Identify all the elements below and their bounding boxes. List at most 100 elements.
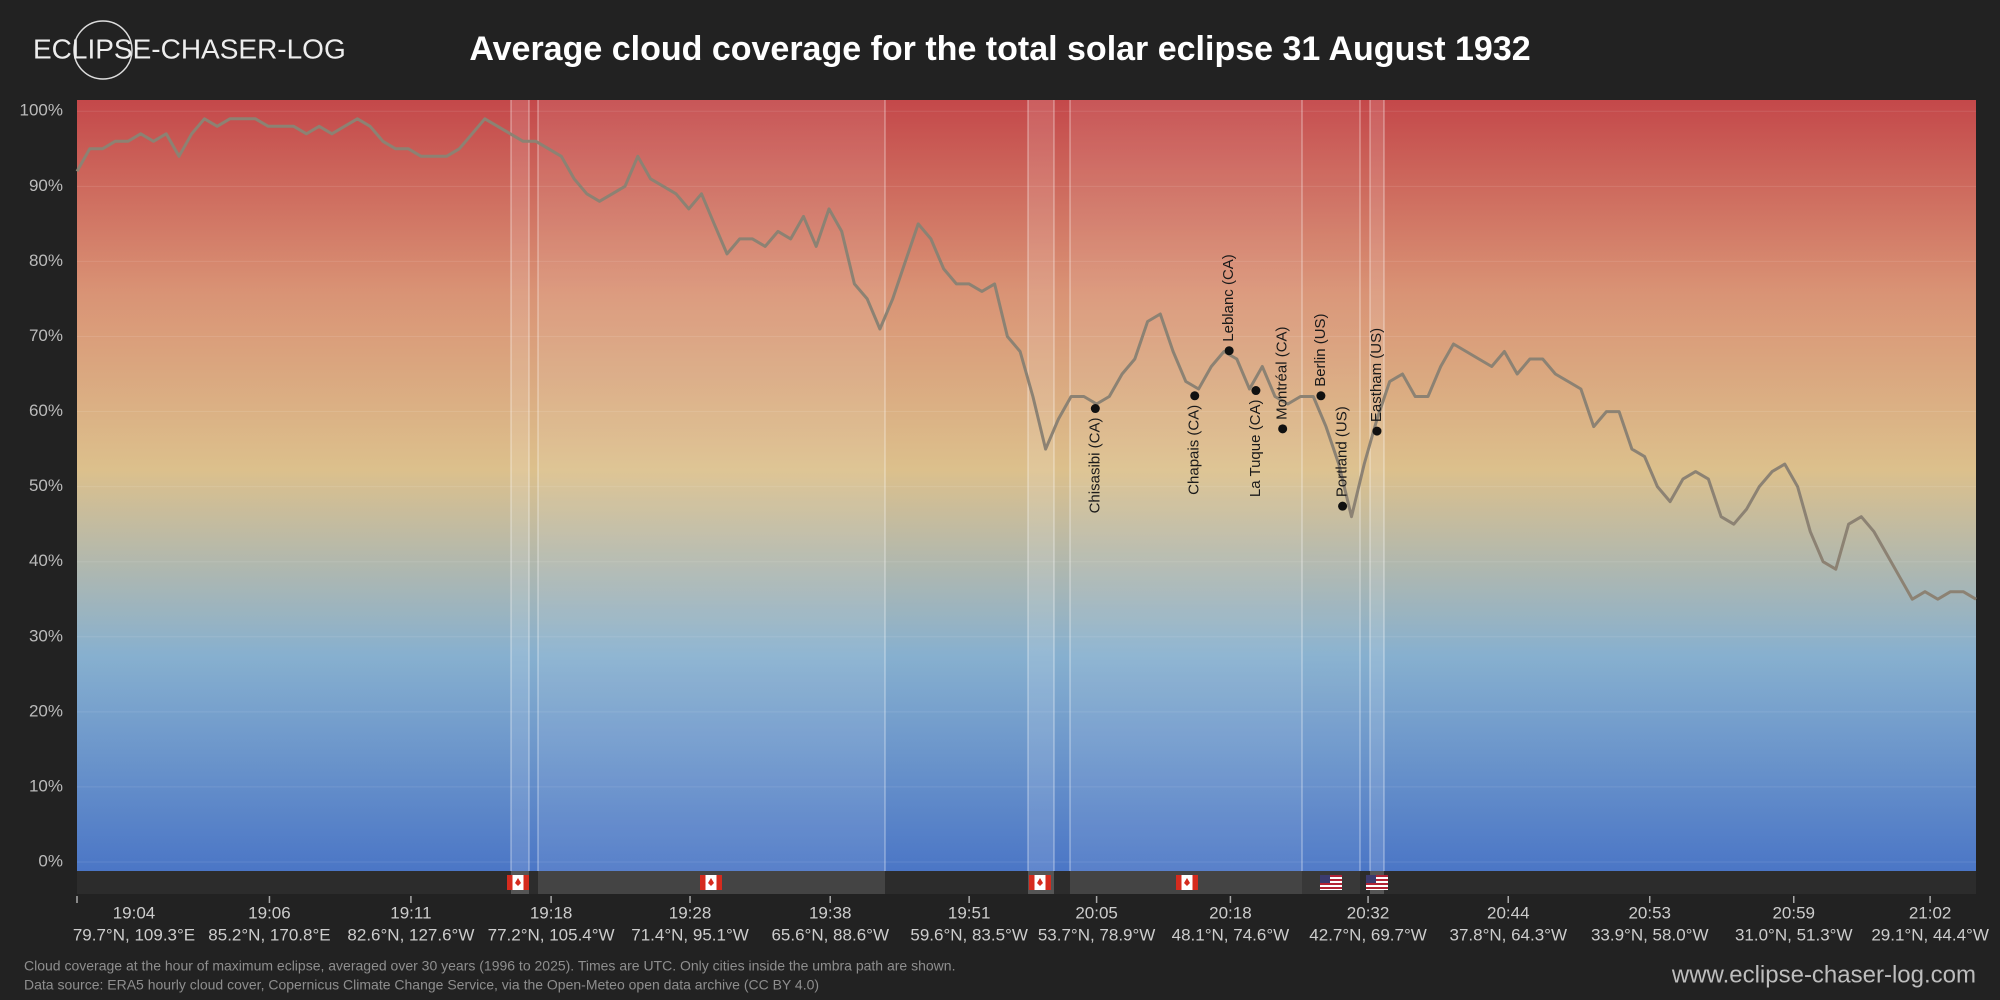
logo-ring [73,20,133,80]
site-url: www.eclipse-chaser-log.com [1671,961,1976,988]
x-tick-sublabel: 31.0°N, 51.3°W [1735,925,1853,944]
x-tick-label: 19:51 [948,903,991,922]
city-point [1372,426,1382,436]
flag [507,875,529,890]
band [511,100,529,871]
x-tick-sublabel: 37.8°N, 64.3°W [1449,925,1567,944]
y-tick-label: 10% [29,776,63,795]
flag-canton [1366,875,1376,883]
x-tick-sublabel: 77.2°N, 105.4°W [488,925,615,944]
plot-background [77,100,1976,871]
flag [1176,875,1198,890]
x-tick-label: 20:05 [1075,903,1118,922]
x-tick-sublabel: 29.1°N, 44.4°W [1871,925,1989,944]
flag-bar [507,875,513,890]
x-tick-sublabel: 59.6°N, 83.5°W [910,925,1028,944]
flag-stripe [1366,879,1388,881]
logo: ECLIPSE-CHASER-LOG [33,20,346,80]
country-strip [77,871,1976,894]
city-label: La Tuque (CA) [1247,400,1264,498]
x-tick-label: 20:32 [1347,903,1390,922]
flag-bar [1029,875,1035,890]
flag-stripe [1366,875,1388,877]
x-tick-sublabel: 42.7°N, 69.7°W [1309,925,1427,944]
footnote: Data source: ERA5 hourly cloud cover, Co… [24,977,819,993]
footnote: Cloud coverage at the hour of maximum ec… [24,958,955,974]
flag-bar [1176,875,1182,890]
flag-leaf [1184,878,1190,886]
country-bands [510,100,1385,894]
x-tick-label: 21:02 [1909,903,1952,922]
cloud-line [75,117,1977,601]
flag-stripe [1320,875,1342,877]
x-tick-sublabel: 79.7°N, 109.3°E [73,925,195,944]
flag-stripe [1320,883,1342,885]
flag-leaf [708,878,714,886]
x-tick-label: 20:59 [1772,903,1815,922]
city-point [1190,391,1200,401]
flag-stripe [1320,887,1342,889]
city-point [1338,501,1348,511]
y-tick-label: 80% [29,251,63,270]
city-label: Portland (US) [1334,406,1351,497]
band [1302,100,1360,871]
flag-bar [523,875,529,890]
flag-leaf [1037,878,1043,886]
flag [700,875,722,890]
x-tick-sublabel: 53.7°N, 78.9°W [1038,925,1156,944]
x-tick-sublabel: 48.1°N, 74.6°W [1172,925,1290,944]
y-tick-label: 30% [29,626,63,645]
band [1028,100,1054,871]
city-point [1224,346,1234,356]
city-point [1316,391,1326,401]
city-point [1251,386,1261,396]
x-tick-label: 19:38 [809,903,852,922]
flag [1029,875,1051,890]
band [1070,100,1302,871]
flag-bar [1045,875,1051,890]
city-label: Leblanc (CA) [1220,254,1237,342]
y-tick-label: 60% [29,401,63,420]
city-label: Chapais (CA) [1186,405,1203,495]
band [538,100,885,871]
flag-bar [700,875,706,890]
y-tick-label: 50% [29,476,63,495]
x-tick-label: 20:53 [1628,903,1671,922]
x-tick-label: 19:04 [113,903,156,922]
flag-stripe [1320,879,1342,881]
x-tick-sublabel: 33.9°N, 58.0°W [1591,925,1709,944]
y-tick-label: 20% [29,701,63,720]
band [1370,100,1384,871]
city-point [1278,424,1288,434]
brand: ECLIPSE-CHASER-LOG [33,33,346,64]
y-tick-label: 100% [20,101,63,120]
flag-bar [1192,875,1198,890]
chart-title: Average cloud coverage for the total sol… [469,30,1530,68]
city-label: Eastham (US) [1368,328,1385,422]
city-point [1090,404,1100,414]
x-tick-sublabel: 85.2°N, 170.8°E [208,925,330,944]
y-tick-label: 40% [29,551,63,570]
flag-stripe [1366,883,1388,885]
x-tick-label: 19:28 [669,903,712,922]
x-tick-label: 19:11 [390,903,431,922]
flag [1320,875,1342,890]
strip [77,871,1976,894]
x-tick-label: 20:44 [1487,903,1530,922]
flag-canton [1320,875,1330,883]
y-tick-label: 70% [29,326,63,345]
x-tick-sublabel: 82.6°N, 127.6°W [347,925,474,944]
city-label: Berlin (US) [1312,313,1329,386]
y-tick-label: 0% [38,851,63,870]
flag-leaf [515,878,521,886]
city-label: Chisasibi (CA) [1086,418,1103,514]
city-label: Montréal (CA) [1274,326,1291,419]
y-tick-label: 90% [29,176,63,195]
x-tick-sublabel: 65.6°N, 88.6°W [771,925,889,944]
flag-stripe [1366,887,1388,889]
x-tick-sublabel: 71.4°N, 95.1°W [631,925,749,944]
flag-bar [716,875,722,890]
flag [1366,875,1388,890]
